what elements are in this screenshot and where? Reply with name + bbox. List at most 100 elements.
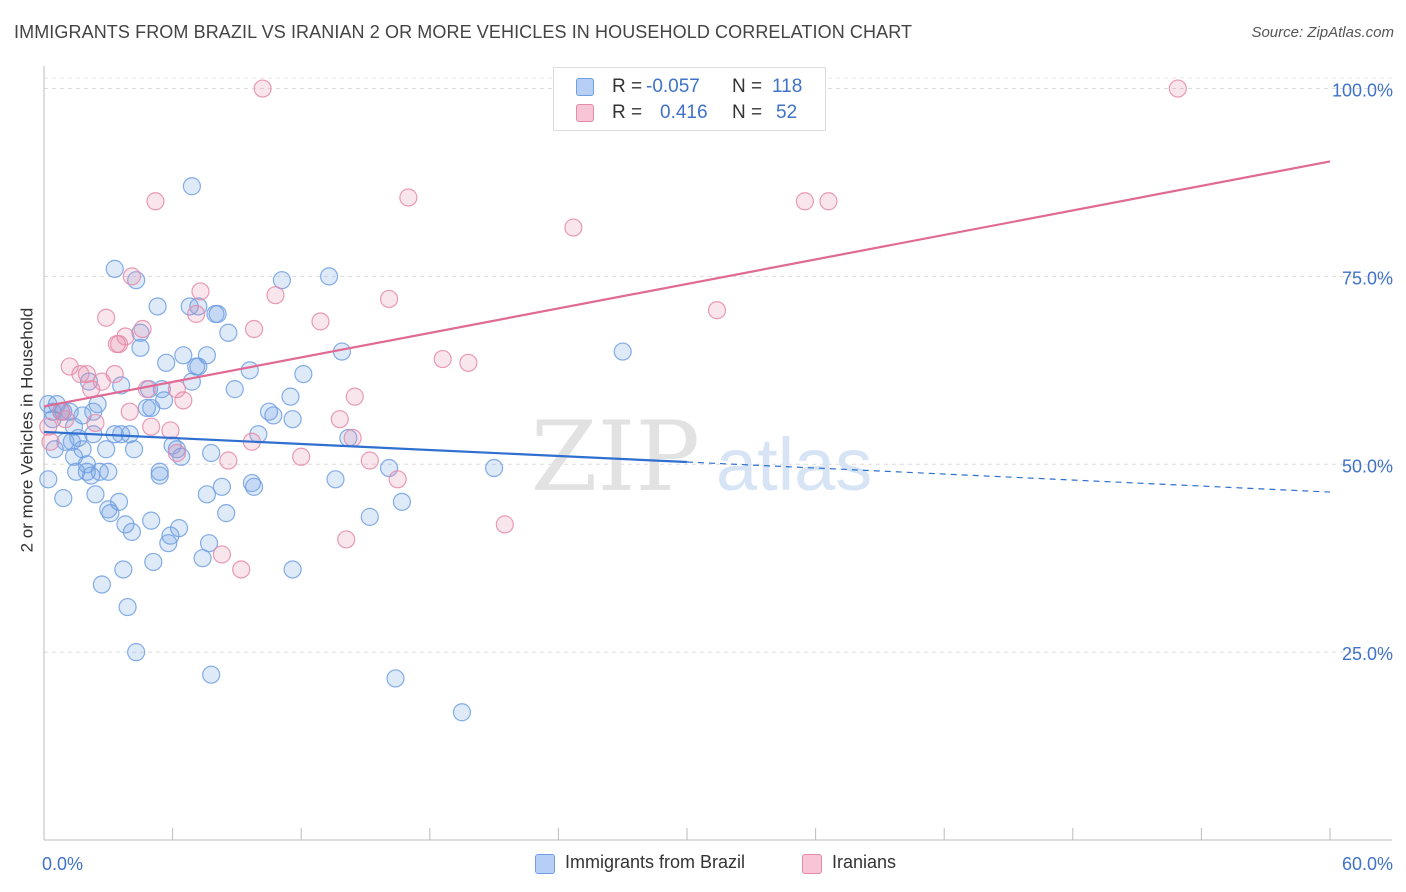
iranians-point [232,560,251,579]
bottom-legend-label-iranians: Iranians [832,852,897,872]
brazil-point [199,534,219,553]
bottom-legend-label-brazil: Immigrants from Brazil [565,852,746,872]
iranians-point [795,192,814,211]
iranians-point [142,417,161,436]
brazil-point [116,515,135,534]
r-label: R = [612,76,643,97]
brazil-point [118,597,137,617]
iranians-point [161,421,180,440]
bottom-legend-swatch-iranians [802,854,822,874]
iranians-point [330,410,349,429]
brazil-point [281,387,300,406]
brazil-point [182,177,201,196]
iranians-point [109,334,129,354]
brazil-point [197,485,216,504]
brazil-point [54,488,73,508]
iranians-point [819,192,838,211]
brazil-trend-line-extrapolated [686,461,1331,493]
iranians-point [122,267,141,286]
iranians-point [495,515,514,534]
y-tick-label: 75.0% [1342,268,1393,288]
brazil-point [159,534,178,553]
brazil-point [208,304,227,324]
brazil-point [244,477,264,496]
iranians-point [337,530,356,549]
brazil-point [67,462,86,481]
brazil-point [240,361,259,380]
iranians-point [266,286,285,305]
r-value: -0.057 [646,76,700,97]
x-tick-labels: 0.0% 60.0% [42,854,1393,874]
brazil-point [202,665,221,684]
brazil-point [613,342,632,361]
watermark-atlas: atlas [716,423,872,506]
brazil-point [39,470,58,489]
iranians-point [388,470,407,489]
brazil-point [97,440,116,459]
brazil-point [86,485,105,504]
brazil-point [109,492,129,511]
brazil-point [319,267,339,286]
iranians-point [120,402,139,421]
x-tick-label-min: 0.0% [42,854,83,874]
iranians-point [292,447,311,466]
y-tick-labels: 25.0% 50.0% 75.0% 100.0% [1332,81,1393,665]
brazil-point [217,504,236,523]
iranians-point [253,79,272,98]
iranians-point [56,410,75,429]
iranians-point [146,192,165,211]
brazil-point [174,346,193,365]
legend-swatch-brazil [576,78,594,96]
brazil-point [169,519,189,538]
iranians-point [71,364,90,384]
y-tick-label: 50.0% [1342,456,1393,476]
brazil-point [99,462,118,481]
iranians-point [399,188,418,207]
brazil-point [105,259,124,278]
iranians-point [1168,79,1187,98]
bottom-legend-swatch-brazil [535,854,555,874]
iranians-point [191,282,210,301]
brazil-point [360,507,379,526]
axes [43,66,1392,841]
iranians-point [77,364,96,384]
brazil-point [294,364,313,384]
brazil-point [124,440,144,459]
iranians-point [343,428,362,448]
brazil-point [386,669,405,688]
r-value: 0.416 [660,102,708,123]
brazil-point [264,406,283,425]
iranians-point [174,391,193,410]
brazil-point [193,549,212,568]
brazil-point [127,643,146,662]
brazil-point [225,380,244,399]
iranians-point [459,353,478,372]
brazil-point [137,398,156,418]
iranians-point [345,387,364,406]
brazil-point [283,410,302,429]
brazil-point [122,522,141,542]
brazil-point [157,353,176,372]
legend-swatch-iranians [576,104,594,122]
brazil-point [142,511,161,530]
n-label: N = [732,102,763,123]
trend-lines [43,160,1331,493]
iranians-point [219,451,238,470]
brazil-point [283,560,302,579]
watermark: ZIP atlas [531,401,873,513]
iranians-point [311,312,330,331]
stats-legend: R = -0.057 N = 118 R = 0.416 N = 52 [553,67,826,131]
iranians-point [116,327,135,346]
brazil-point [272,271,292,290]
brazil-point [114,560,133,579]
brazil-point [144,552,163,572]
x-tick-label-max: 60.0% [1342,854,1393,874]
y-axis-label-wrap: 2 or more Vehicles in Household [12,170,42,690]
iranians-point [39,417,58,436]
iranians-point [244,319,264,339]
iranians-trend-line [43,160,1331,408]
iranians-point [105,364,124,384]
brazil-point [154,391,174,410]
iranians-point [60,357,79,376]
